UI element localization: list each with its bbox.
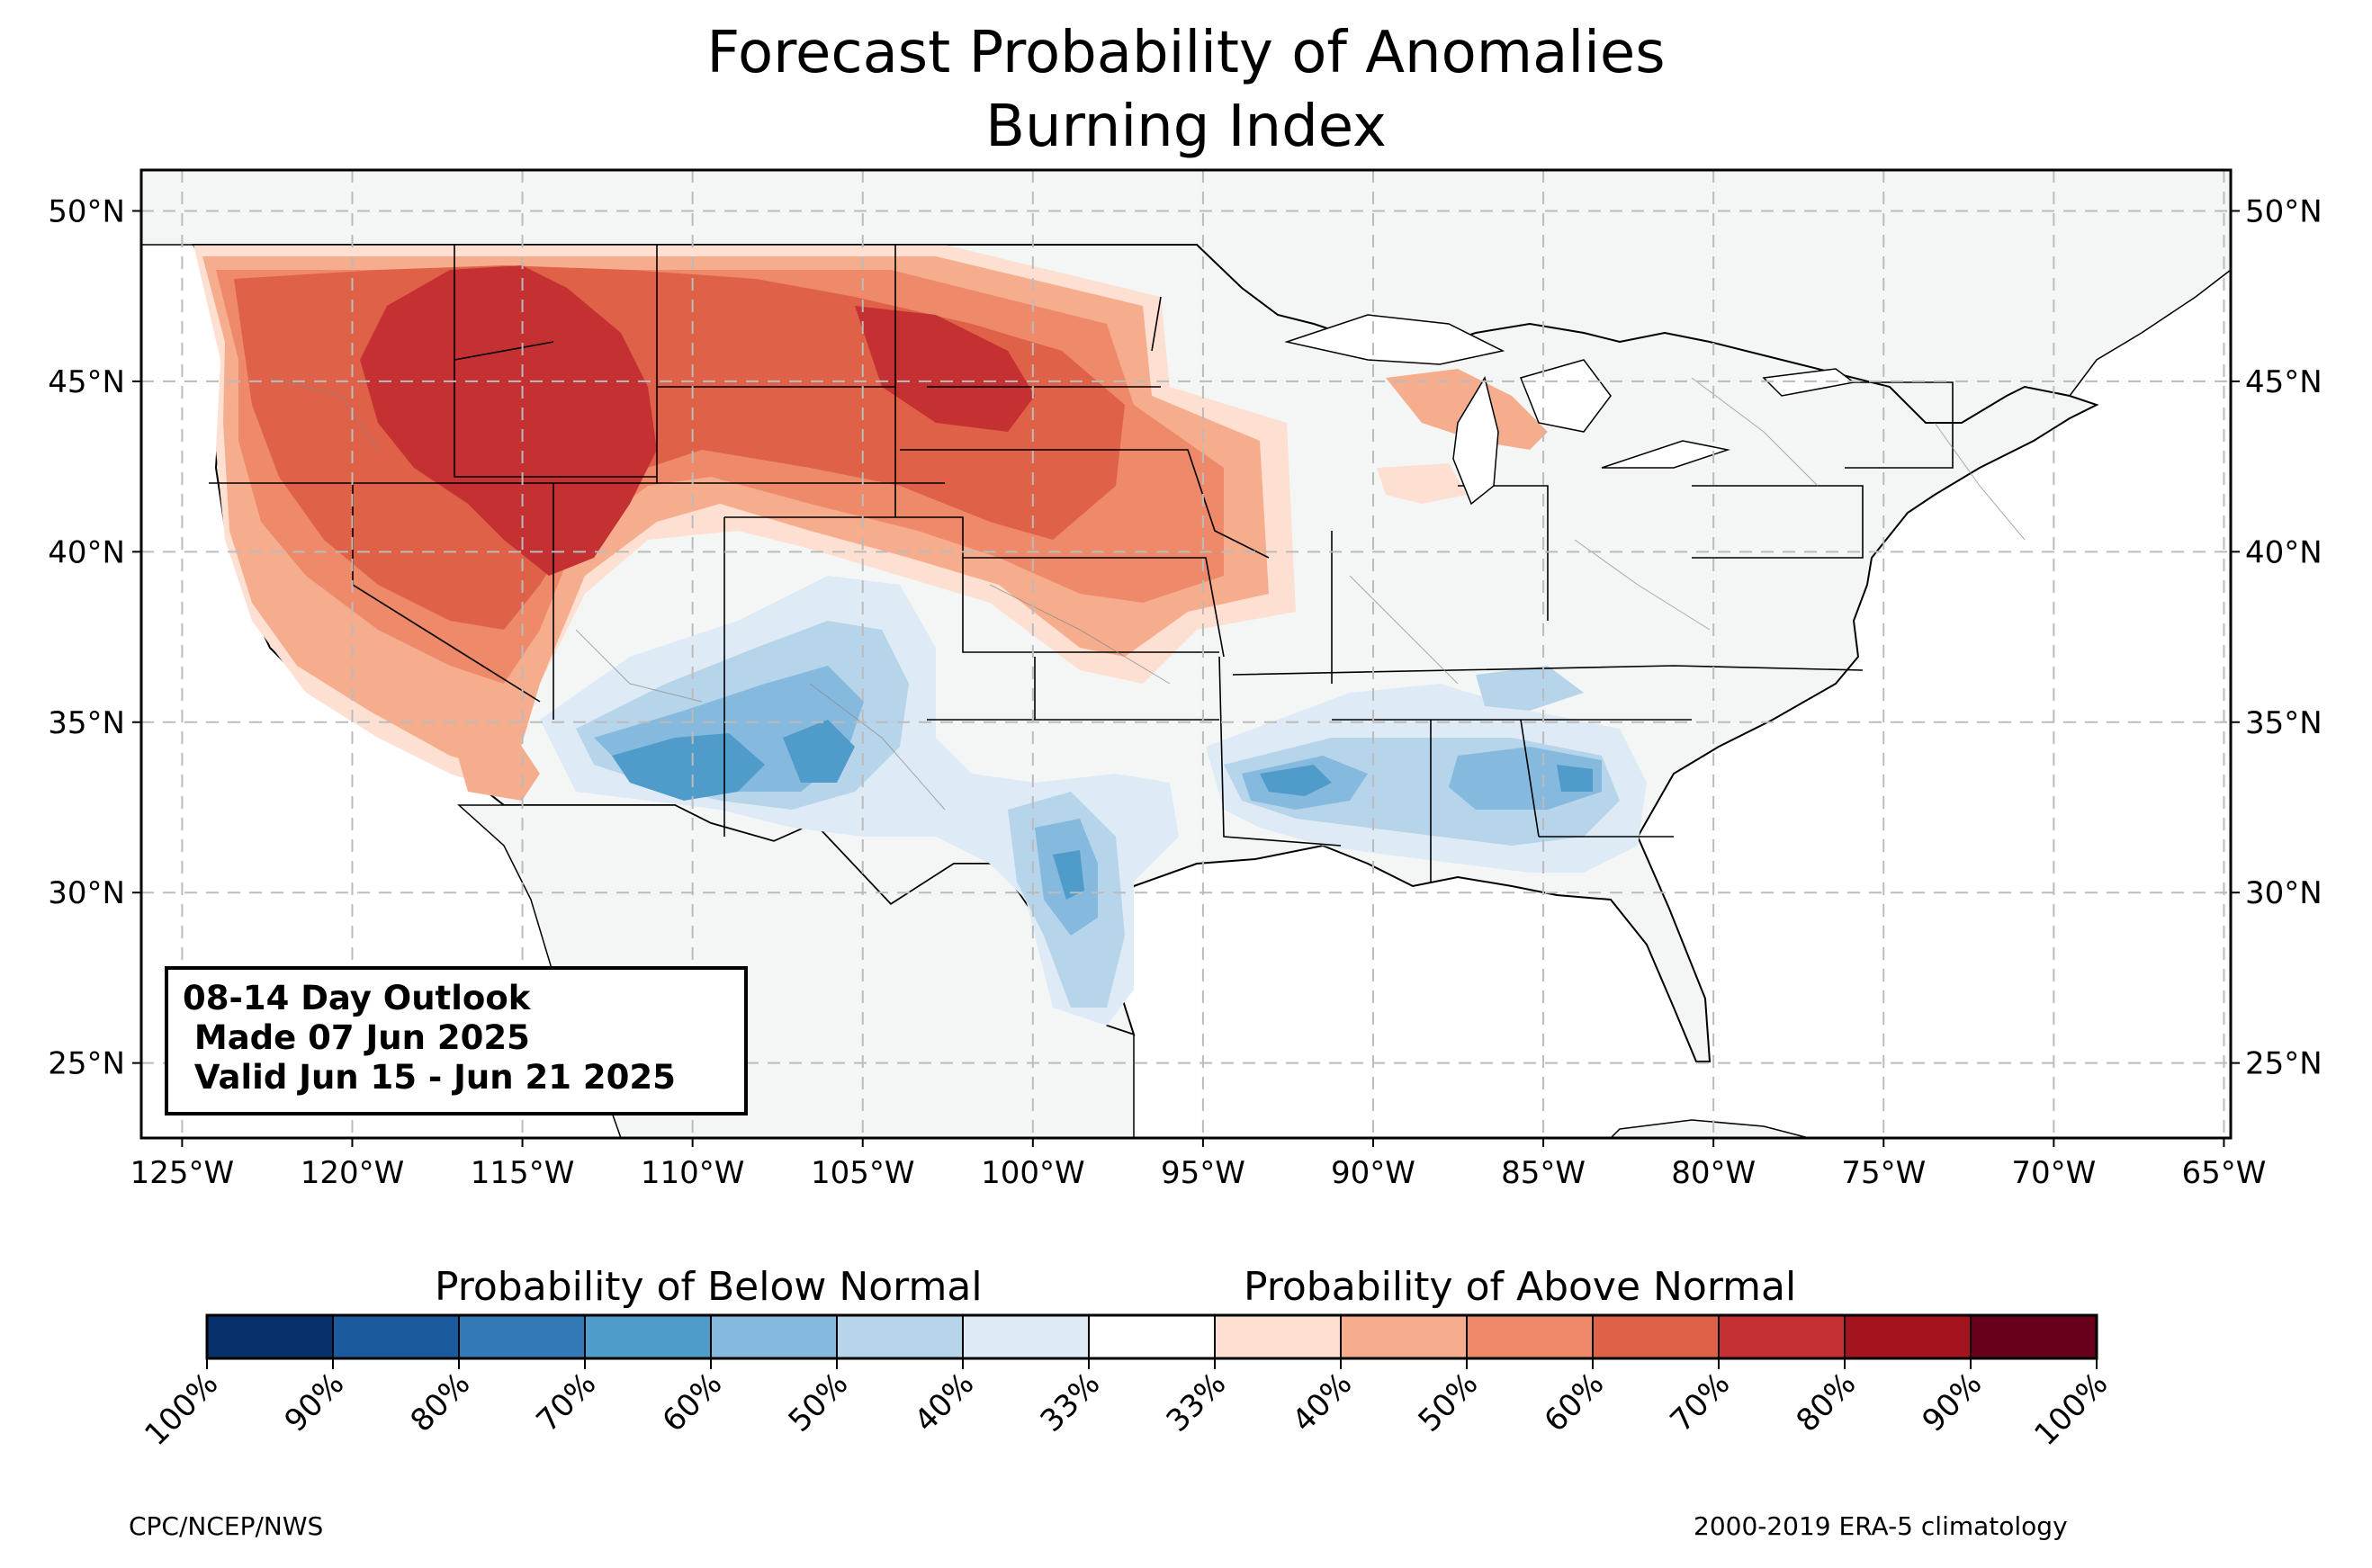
lat-label-right: 35°N — [2245, 705, 2323, 741]
lat-label-right: 50°N — [2245, 193, 2323, 229]
lon-label: 85°W — [1501, 1155, 1586, 1191]
lon-label: 80°W — [1671, 1155, 1756, 1191]
lat-label-right: 25°N — [2245, 1046, 2323, 1082]
colorbar-tick-label: 70% — [530, 1366, 604, 1439]
colorbar-tick-label: 100% — [2027, 1366, 2115, 1453]
lat-label-left: 45°N — [48, 364, 125, 400]
county-lines — [269, 377, 2026, 811]
colorbar-above-normal-label: Probability of Above Normal — [1244, 1264, 1797, 1310]
colorbar-tick-label: 90% — [278, 1366, 352, 1439]
colorbar-tick-label: 60% — [656, 1366, 730, 1439]
colorbar-swatch — [1593, 1315, 1720, 1358]
colorbar-tick-label: 80% — [404, 1366, 478, 1439]
lat-label-left: 30°N — [48, 875, 125, 911]
colorbar-tick-label: 33% — [1034, 1366, 1108, 1439]
map-frame — [139, 168, 2233, 1140]
lat-label-left: 50°N — [48, 193, 125, 229]
colorbar-tick-label: 50% — [782, 1366, 856, 1439]
lat-label-left: 25°N — [48, 1046, 125, 1082]
lon-label: 70°W — [2011, 1155, 2096, 1191]
lat-label-left: 35°N — [48, 705, 125, 741]
lon-label: 75°W — [1841, 1155, 1926, 1191]
colorbar-tick-label: 90% — [1916, 1366, 1990, 1439]
chart-title-line-1: Forecast Probability of Anomalies — [706, 20, 1666, 86]
above-normal-shading — [193, 245, 1548, 801]
credit-climatology: 2000-2019 ERA-5 climatology — [1694, 1511, 2068, 1541]
outlook-info-box: 08-14 Day Outlook Made 07 Jun 2025 Valid… — [165, 966, 748, 1116]
lon-label: 95°W — [1161, 1155, 1245, 1191]
latitude-labels-right: 50°N 45°N 40°N 35°N 30°N 25°N — [2231, 193, 2323, 1082]
colorbar-tick-label: 80% — [1790, 1366, 1864, 1439]
colorbar-below-normal-label: Probability of Below Normal — [435, 1264, 983, 1310]
colorbar-swatch — [1971, 1315, 2098, 1358]
colorbar-swatch — [837, 1315, 964, 1358]
colorbar-swatch — [207, 1315, 334, 1358]
colorbar-swatch — [1719, 1315, 1846, 1358]
colorbar-tick-label: 100% — [138, 1366, 225, 1453]
colorbar-swatch — [1467, 1315, 1594, 1358]
lon-label: 65°W — [2181, 1155, 2266, 1191]
latitude-labels-left: 50°N 45°N 40°N 35°N 30°N 25°N — [48, 193, 141, 1082]
colorbar-swatch — [459, 1315, 586, 1358]
colorbar-swatch — [1845, 1315, 1972, 1358]
colorbar — [205, 1313, 2098, 1360]
lon-label: 100°W — [981, 1155, 1085, 1191]
outlook-made-date: Made 07 Jun 2025 — [183, 1018, 530, 1057]
colorbar-tick-label: 50% — [1412, 1366, 1486, 1439]
lat-label-right: 30°N — [2245, 875, 2323, 911]
cuba-land — [1609, 1119, 1810, 1138]
lat-label-right: 40°N — [2245, 534, 2323, 570]
outlook-valid-dates: Valid Jun 15 - Jun 21 2025 — [183, 1058, 676, 1097]
chart-title-line-2: Burning Index — [985, 94, 1387, 160]
colorbar-tick-label: 40% — [908, 1366, 982, 1439]
outlook-period: 08-14 Day Outlook — [183, 979, 531, 1017]
credit-source: CPC/NCEP/NWS — [129, 1511, 324, 1541]
colorbar-swatch — [1089, 1315, 1216, 1358]
longitude-labels: 125°W 120°W 115°W 110°W 105°W 100°W 95°W 90°W 85… — [130, 1138, 2266, 1191]
colorbar-swatch — [1215, 1315, 1342, 1358]
lon-label: 120°W — [301, 1155, 405, 1191]
colorbar-tick-label: 60% — [1538, 1366, 1612, 1439]
colorbar-tick-label: 40% — [1286, 1366, 1360, 1439]
lon-label: 110°W — [641, 1155, 745, 1191]
lon-label: 115°W — [471, 1155, 575, 1191]
colorbar-tick-label: 70% — [1664, 1366, 1738, 1439]
lon-label: 90°W — [1331, 1155, 1415, 1191]
lat-label-right: 45°N — [2245, 364, 2323, 400]
colorbar-swatch — [711, 1315, 838, 1358]
lon-label: 125°W — [130, 1155, 235, 1191]
state-boundaries — [193, 244, 1954, 882]
colorbar-tick-label: 33% — [1160, 1366, 1234, 1439]
lon-label: 105°W — [811, 1155, 915, 1191]
lat-label-left: 40°N — [48, 534, 125, 570]
colorbar-swatch — [585, 1315, 712, 1358]
colorbar-swatch — [963, 1315, 1090, 1358]
colorbar-swatch — [1341, 1315, 1468, 1358]
colorbar-swatch — [333, 1315, 460, 1358]
